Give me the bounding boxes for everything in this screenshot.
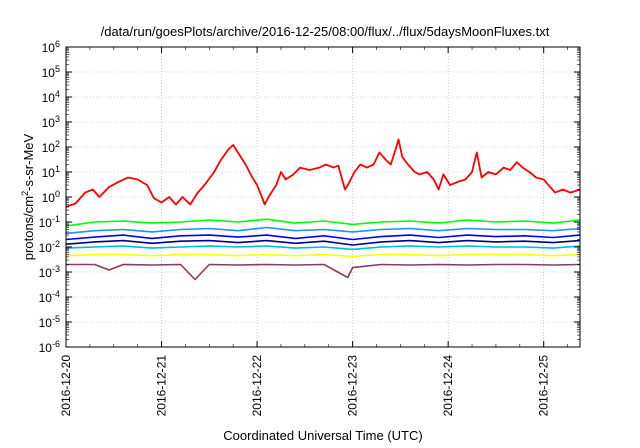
x-axis-ticks: 2016-12-20 2016-12-21 2016-12-22 2016-12-23… [59, 47, 568, 416]
y-tick-base: 10 [39, 241, 53, 255]
x-tick-label: 2016-12-22 [250, 355, 264, 417]
y-tick-base: 10 [42, 66, 56, 80]
y-tick-label: 10-4 [39, 289, 60, 305]
y-tick-label: 103 [42, 114, 60, 130]
y-tick-exponent: 0 [55, 189, 60, 199]
y-tick-label: 105 [42, 64, 60, 80]
series-line-3 [65, 234, 581, 241]
y-axis-label-sup: 2 [20, 191, 30, 196]
y-tick-base: 10 [42, 166, 56, 180]
series-line-5 [65, 245, 581, 251]
y-tick-label: 100 [42, 189, 60, 205]
y-tick-base: 10 [39, 266, 53, 280]
y-tick-exponent: 6 [55, 39, 60, 49]
y-tick-label: 10-1 [39, 214, 60, 230]
y-tick-exponent: -1 [52, 214, 60, 224]
y-tick-exponent: 3 [55, 114, 60, 124]
series-line-7 [66, 263, 581, 281]
y-tick-exponent: 1 [55, 164, 60, 174]
series-line-6 [65, 253, 581, 258]
y-tick-exponent: -5 [52, 314, 60, 324]
y-tick-exponent: 5 [55, 64, 60, 74]
y-tick-exponent: -2 [52, 239, 60, 249]
y-tick-base: 10 [42, 116, 56, 130]
y-tick-base: 10 [42, 191, 56, 205]
y-tick-label: 10-2 [39, 239, 60, 255]
y-tick-base: 10 [42, 91, 56, 105]
y-axis-label: protons/cm2-s-sr-MeV [20, 133, 36, 260]
x-tick-label: 2016-12-21 [155, 355, 169, 417]
y-tick-base: 10 [39, 341, 53, 355]
y-tick-label: 106 [42, 39, 60, 55]
series-line-2 [65, 226, 581, 235]
y-axis-label-prefix: protons/cm [21, 196, 36, 260]
plot-frame [65, 46, 581, 348]
y-tick-base: 10 [39, 216, 53, 230]
series-line-1 [65, 218, 581, 227]
y-tick-exponent: -4 [52, 289, 60, 299]
y-tick-base: 10 [42, 141, 56, 155]
series-line-4 [65, 239, 581, 246]
y-tick-base: 10 [39, 291, 53, 305]
y-tick-label: 10-3 [39, 264, 60, 280]
x-tick-label: 2016-12-20 [59, 355, 73, 417]
series-group [65, 138, 581, 281]
chart-title: /data/run/goesPlots/archive/2016-12-25/0… [101, 24, 550, 39]
y-axis-label-suffix: -s-sr-MeV [21, 133, 36, 190]
y-tick-base: 10 [39, 316, 53, 330]
y-tick-exponent: 4 [55, 89, 60, 99]
y-tick-exponent: 2 [55, 139, 60, 149]
grid [66, 47, 580, 347]
y-tick-label: 10-5 [39, 314, 60, 330]
x-tick-label: 2016-12-23 [346, 355, 360, 417]
x-tick-label: 2016-12-24 [441, 355, 455, 417]
y-tick-base: 10 [42, 41, 56, 55]
y-axis-ticks: 10-610-510-410-310-210-11001011021031041… [39, 39, 580, 355]
y-tick-label: 104 [42, 89, 60, 105]
y-tick-exponent: -3 [52, 264, 60, 274]
y-tick-label: 102 [42, 139, 60, 155]
series-line-0 [65, 138, 581, 208]
x-axis-label: Coordinated Universal Time (UTC) [223, 428, 422, 443]
x-tick-label: 2016-12-25 [537, 355, 551, 417]
y-tick-label: 10-6 [39, 339, 60, 355]
y-tick-label: 101 [42, 164, 60, 180]
y-tick-exponent: -6 [52, 339, 60, 349]
